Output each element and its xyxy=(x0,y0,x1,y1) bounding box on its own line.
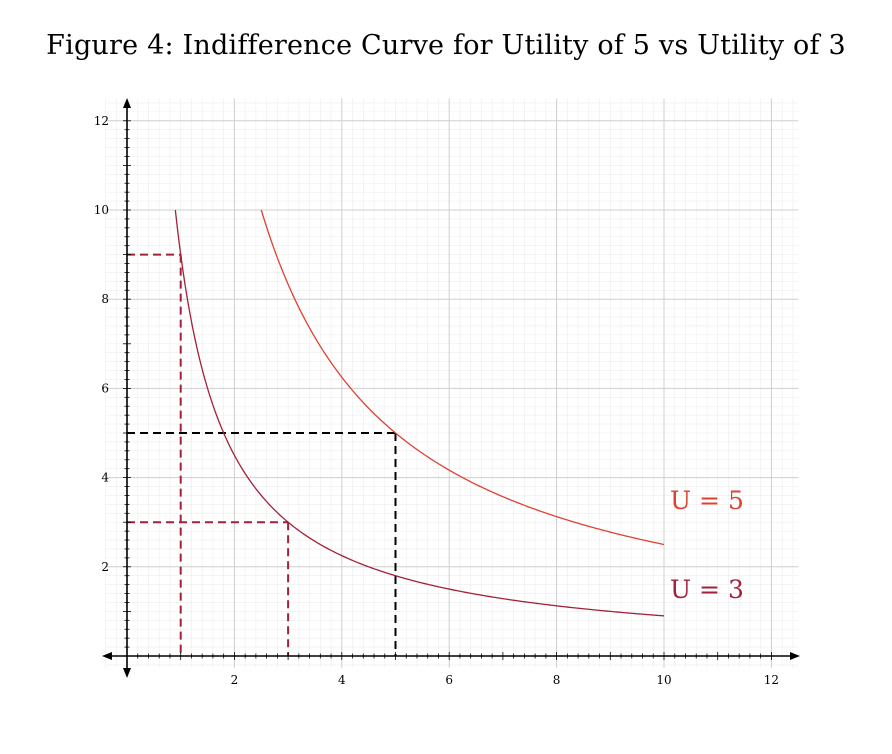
y-tick-label: 6 xyxy=(101,381,109,395)
x-tick-label: 4 xyxy=(338,673,346,687)
curve-u-3 xyxy=(174,209,665,617)
y-tick-label: 2 xyxy=(101,560,109,574)
curve-u-5 xyxy=(260,209,665,546)
y-tick-label: 4 xyxy=(101,471,109,485)
guide-lines xyxy=(127,253,397,656)
y-axis-arrow-down xyxy=(123,668,131,678)
x-tick-label: 2 xyxy=(231,673,239,687)
curve-label: U = 3 xyxy=(670,575,744,604)
x-axis-arrow-left xyxy=(102,652,112,660)
x-tick-label: 12 xyxy=(764,673,779,687)
x-tick-label: 10 xyxy=(656,673,671,687)
major-grid xyxy=(105,98,799,668)
curves xyxy=(174,209,665,617)
curve-label: U = 5 xyxy=(670,486,744,515)
y-axis-arrow-up xyxy=(123,98,131,108)
y-tick-label: 12 xyxy=(94,114,109,128)
x-tick-label: 6 xyxy=(445,673,453,687)
x-tick-label: 8 xyxy=(553,673,561,687)
chart-title: Figure 4: Indifference Curve for Utility… xyxy=(46,30,846,61)
y-tick-label: 10 xyxy=(94,203,109,217)
y-tick-label: 8 xyxy=(101,292,109,306)
x-axis-arrow-right xyxy=(790,652,800,660)
ticks: 2 4 6 8 10 12 2 4 6 8 10 12 xyxy=(94,114,779,687)
annotations: U = 5 U = 3 xyxy=(670,486,744,604)
